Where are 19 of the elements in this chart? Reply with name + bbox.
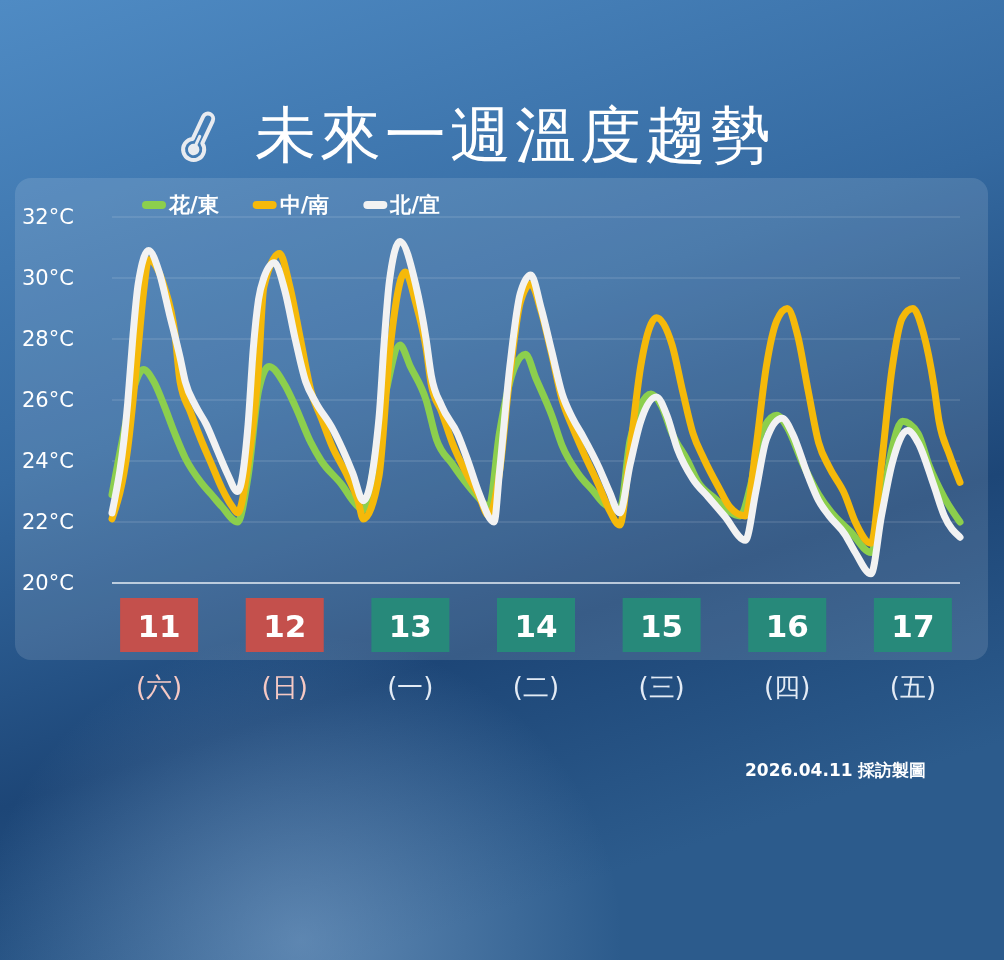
x-tick-label: 16 (四)	[764, 608, 811, 702]
legend-label: 花/東	[168, 193, 219, 217]
legend-label: 北/宜	[389, 193, 441, 217]
y-tick-label: 24°C	[22, 449, 74, 473]
x-tick-label: 17 (五)	[889, 608, 937, 702]
x-tick-label: 13 (一)	[387, 608, 434, 702]
text: 2026.04.11 採訪製圖	[745, 760, 927, 780]
y-tick-label: 28°C	[22, 327, 74, 351]
y-tick-label: 22°C	[22, 510, 74, 534]
chart-title: 未來一週溫度趨勢	[255, 98, 775, 170]
y-tick-label: 30°C	[22, 266, 74, 290]
legend-label: 中/南	[279, 193, 330, 217]
y-tick-label: 32°C	[22, 205, 74, 229]
y-tick-label: 20°C	[22, 571, 74, 595]
x-tick-label: 15 (三)	[638, 608, 685, 702]
x-tick-label: 14 (二)	[512, 608, 560, 702]
x-tick-label: 11 (六)	[135, 608, 183, 702]
x-tick-label: 12 (日)	[261, 608, 308, 702]
y-tick-label: 26°C	[22, 388, 74, 412]
